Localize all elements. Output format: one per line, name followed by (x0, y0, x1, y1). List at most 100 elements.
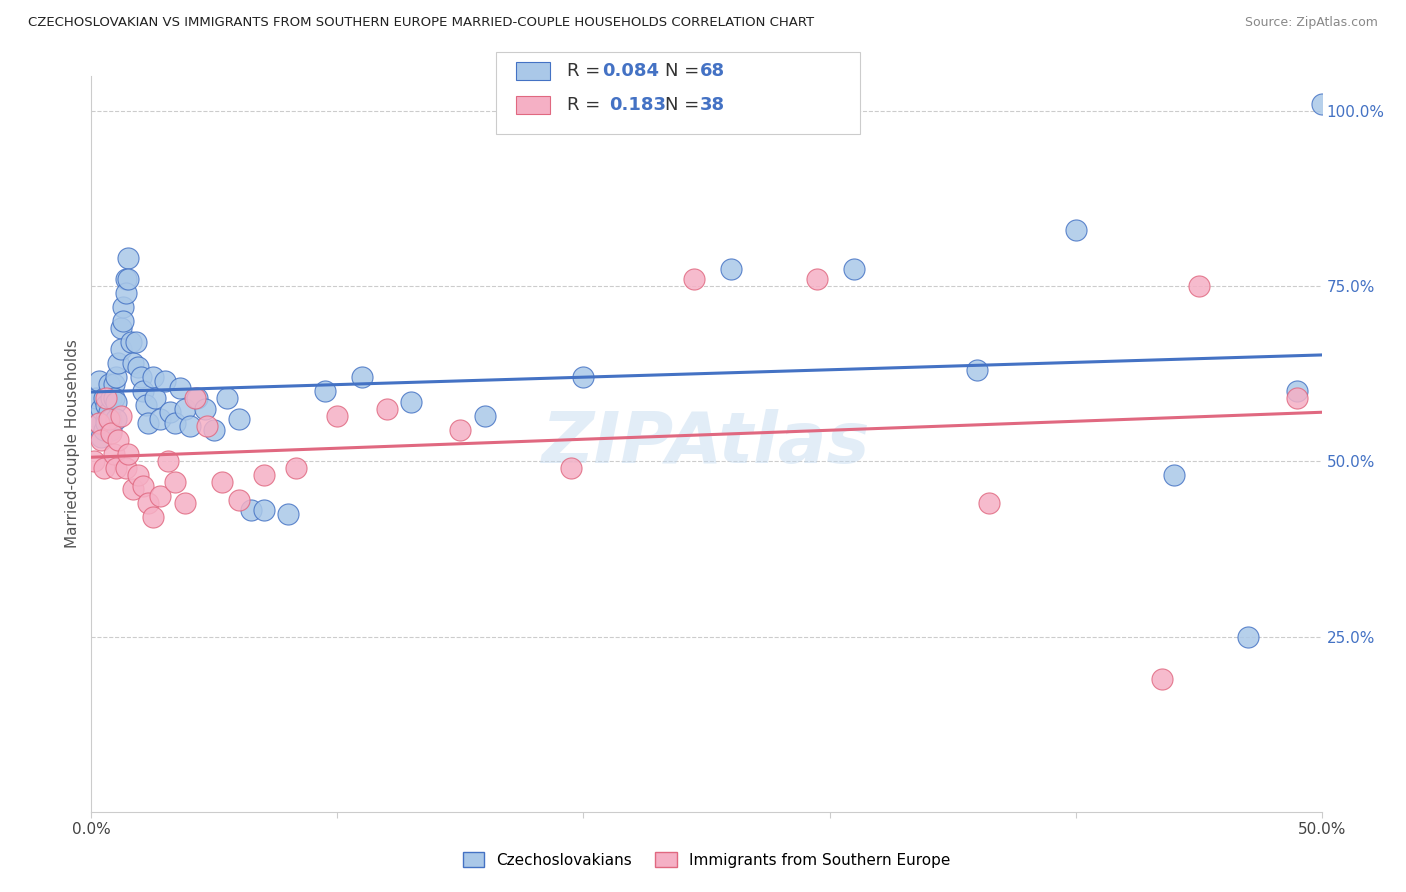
Point (202, 423, 225, 437)
Point (163, 416, 186, 430)
Point (127, 468, 149, 483)
Point (117, 447, 139, 461)
Point (117, 251, 139, 265)
Point (105, 412, 127, 426)
Text: 0.183: 0.183 (609, 96, 666, 114)
Point (683, 272, 706, 286)
Point (93, 423, 115, 437)
Point (195, 419, 218, 434)
Point (110, 321, 132, 335)
Point (132, 384, 155, 399)
Text: N =: N = (665, 62, 704, 80)
Point (132, 479, 155, 493)
Point (179, 419, 201, 434)
Point (93, 461, 115, 475)
Text: 38: 38 (700, 96, 725, 114)
Point (156, 454, 179, 468)
Point (149, 489, 172, 503)
Text: Source: ZipAtlas.com: Source: ZipAtlas.com (1244, 16, 1378, 29)
Point (149, 412, 172, 426)
Point (100, 423, 122, 437)
Point (169, 381, 191, 395)
Text: 0.084: 0.084 (602, 62, 659, 80)
Point (87, 374, 110, 388)
Point (83, 409, 105, 423)
Point (215, 391, 238, 405)
Point (142, 370, 165, 384)
Point (1187, 279, 1209, 293)
Point (86, 391, 108, 405)
Point (211, 475, 233, 490)
Point (1310, 96, 1333, 111)
Point (105, 394, 127, 409)
Point (129, 370, 152, 384)
Point (228, 412, 250, 426)
Point (284, 461, 307, 475)
Point (136, 496, 159, 510)
Text: ZIPAtlas: ZIPAtlas (543, 409, 870, 478)
Point (112, 314, 135, 328)
Point (193, 401, 217, 416)
Point (1237, 630, 1260, 644)
Point (253, 468, 276, 483)
Point (572, 370, 595, 384)
Point (966, 363, 988, 377)
Point (240, 503, 263, 517)
Point (277, 507, 299, 521)
Point (174, 401, 197, 416)
Point (1285, 384, 1308, 399)
Point (93, 391, 115, 405)
Point (122, 356, 145, 370)
Point (186, 391, 208, 405)
Point (120, 335, 142, 350)
Point (145, 391, 166, 405)
Point (96, 412, 117, 426)
Point (90, 401, 112, 416)
Point (127, 359, 149, 374)
Point (153, 374, 177, 388)
Point (163, 475, 186, 490)
Point (96, 398, 117, 412)
Point (97, 377, 120, 392)
Point (253, 503, 276, 517)
Point (90, 430, 112, 444)
Point (183, 391, 207, 405)
Point (806, 272, 828, 286)
Point (1150, 672, 1173, 686)
Point (105, 461, 127, 475)
Text: N =: N = (665, 96, 704, 114)
Point (90, 434, 112, 448)
Point (979, 496, 1001, 510)
Point (107, 434, 129, 448)
Point (228, 492, 250, 507)
Point (96, 416, 117, 430)
Point (375, 401, 398, 416)
Point (103, 377, 125, 392)
Point (474, 409, 496, 423)
Legend: Czechoslovakians, Immigrants from Southern Europe: Czechoslovakians, Immigrants from Southe… (457, 847, 956, 874)
Point (114, 286, 138, 301)
Point (842, 261, 865, 276)
Point (100, 412, 122, 426)
Point (1285, 391, 1308, 405)
Point (135, 398, 156, 412)
Point (105, 370, 127, 384)
Point (449, 423, 471, 437)
Point (112, 300, 135, 314)
Point (103, 391, 125, 405)
Text: R =: R = (567, 96, 612, 114)
Point (117, 272, 139, 286)
Point (96, 391, 117, 405)
Point (122, 483, 145, 497)
Point (110, 409, 132, 423)
Point (326, 409, 349, 423)
Point (110, 342, 132, 356)
Point (107, 356, 129, 370)
Point (720, 261, 742, 276)
Point (136, 416, 159, 430)
Point (97, 412, 120, 426)
Point (1163, 468, 1185, 483)
Point (100, 426, 122, 441)
Point (124, 335, 146, 350)
Point (1064, 223, 1087, 237)
